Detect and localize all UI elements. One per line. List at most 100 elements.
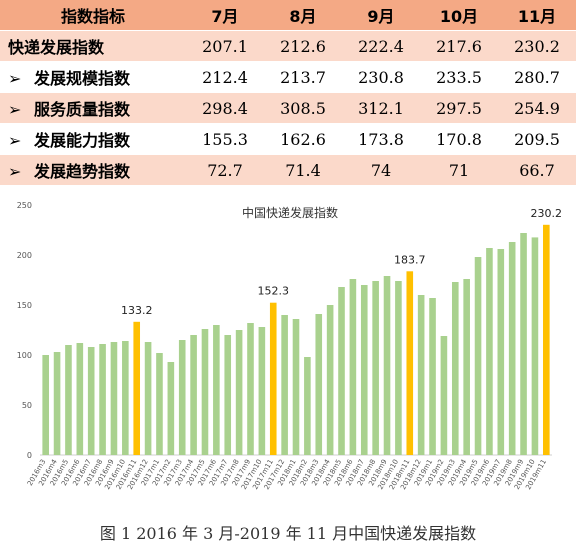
data-label: 183.7	[394, 253, 426, 266]
table-cell: 212.4	[186, 61, 264, 93]
bar	[349, 279, 357, 455]
bar	[133, 321, 141, 455]
bar	[258, 327, 266, 455]
header-month-10: 10月	[420, 0, 498, 31]
table-cell: 72.7	[186, 154, 264, 186]
y-tick-label: 250	[17, 201, 32, 210]
bar	[520, 233, 527, 455]
bar	[269, 302, 277, 455]
arrow-bullet-icon: ➢	[8, 162, 22, 181]
table-row: 快递发展指数 207.1 212.6 222.4 217.6 230.2	[0, 30, 576, 62]
row-label-text: 服务质量指数	[34, 100, 131, 119]
bar	[417, 295, 425, 455]
y-tick-label: 100	[17, 351, 32, 360]
header-month-11: 11月	[498, 0, 576, 31]
data-label: 133.2	[121, 304, 153, 317]
bar	[213, 325, 220, 455]
table-cell: 230.2	[498, 30, 576, 62]
bar	[247, 323, 254, 455]
arrow-bullet-icon: ➢	[8, 100, 22, 119]
express-index-bar-chart: 中国快递发展指数 0 50 100 150 200 250 2016m32016m4201…	[17, 201, 562, 491]
bar	[451, 282, 459, 455]
bar	[463, 279, 470, 455]
bar	[292, 319, 300, 455]
table-cell: 162.6	[264, 123, 342, 155]
row-label: ➢ 服务质量指数	[0, 92, 186, 124]
table-cell: 212.6	[264, 30, 342, 62]
bar	[383, 276, 391, 455]
data-label: 152.3	[257, 285, 289, 298]
bar	[178, 340, 186, 455]
table-cell: 233.5	[420, 61, 498, 93]
table-cell: 66.7	[498, 154, 576, 186]
bar	[440, 336, 448, 455]
bar	[372, 281, 379, 455]
bar	[406, 271, 414, 455]
header-month-9: 9月	[342, 0, 420, 31]
bar	[99, 344, 106, 455]
row-label-text: 发展能力指数	[34, 131, 131, 150]
table-cell: 298.4	[186, 92, 264, 124]
bar	[122, 341, 129, 455]
figure-caption: 图 1 2016 年 3 月-2019 年 11 月中国快递发展指数	[99, 524, 477, 543]
row-label: ➢ 发展规模指数	[0, 61, 186, 93]
arrow-bullet-icon: ➢	[8, 69, 22, 88]
bar	[486, 248, 493, 455]
bar	[360, 285, 368, 455]
bar	[42, 355, 49, 455]
bar	[65, 345, 72, 455]
row-label-text: 发展规模指数	[34, 69, 131, 88]
row-label: 快递发展指数	[0, 30, 186, 62]
bar	[190, 335, 197, 455]
bar	[543, 224, 550, 455]
y-tick-label: 200	[17, 251, 32, 260]
bar	[395, 281, 402, 455]
bar	[53, 352, 61, 455]
y-tick-label: 50	[22, 401, 32, 410]
header-month-7: 7月	[186, 0, 264, 31]
bar	[474, 257, 482, 455]
bar	[497, 249, 505, 455]
bars-group	[42, 224, 550, 455]
header-indicator: 指数指标	[0, 0, 186, 31]
row-label: ➢ 发展趋势指数	[0, 154, 186, 186]
table-cell: 297.5	[420, 92, 498, 124]
bar	[87, 347, 95, 455]
table-cell: 217.6	[420, 30, 498, 62]
bar	[201, 329, 209, 455]
table-cell: 155.3	[186, 123, 264, 155]
table-row: ➢ 发展规模指数 212.4 213.7 230.8 233.5 280.7	[0, 61, 576, 93]
y-tick-label: 0	[27, 451, 32, 460]
bar	[76, 343, 84, 455]
table-row: ➢ 发展能力指数 155.3 162.6 173.8 170.8 209.5	[0, 123, 576, 155]
bar	[304, 357, 311, 455]
bar	[235, 330, 243, 455]
bar	[338, 287, 345, 455]
data-labels: 133.2 152.3 183.7 230.2	[121, 207, 562, 317]
bar	[144, 342, 152, 455]
bar	[429, 298, 436, 455]
table-cell: 71.4	[264, 154, 342, 186]
bar	[167, 362, 175, 455]
table-cell: 213.7	[264, 61, 342, 93]
data-label: 230.2	[531, 207, 563, 220]
bar	[508, 242, 516, 455]
header-month-8: 8月	[264, 0, 342, 31]
bar	[326, 305, 334, 455]
y-tick-label: 150	[17, 301, 32, 310]
bar	[315, 314, 323, 455]
table-cell: 74	[342, 154, 420, 186]
chart-title: 中国快递发展指数	[242, 205, 338, 220]
table-cell: 280.7	[498, 61, 576, 93]
table-cell: 173.8	[342, 123, 420, 155]
table-cell: 312.1	[342, 92, 420, 124]
row-label-text: 快递发展指数	[8, 38, 105, 57]
table-row: ➢ 发展趋势指数 72.7 71.4 74 71 66.7	[0, 154, 576, 186]
arrow-bullet-icon: ➢	[8, 131, 22, 150]
table-cell: 230.8	[342, 61, 420, 93]
index-table: 指数指标 7月 8月 9月 10月 11月 快递发展指数 207.1 212.6…	[0, 0, 576, 186]
bar	[110, 342, 118, 455]
table-cell: 222.4	[342, 30, 420, 62]
table-cell: 254.9	[498, 92, 576, 124]
bar	[531, 237, 539, 455]
